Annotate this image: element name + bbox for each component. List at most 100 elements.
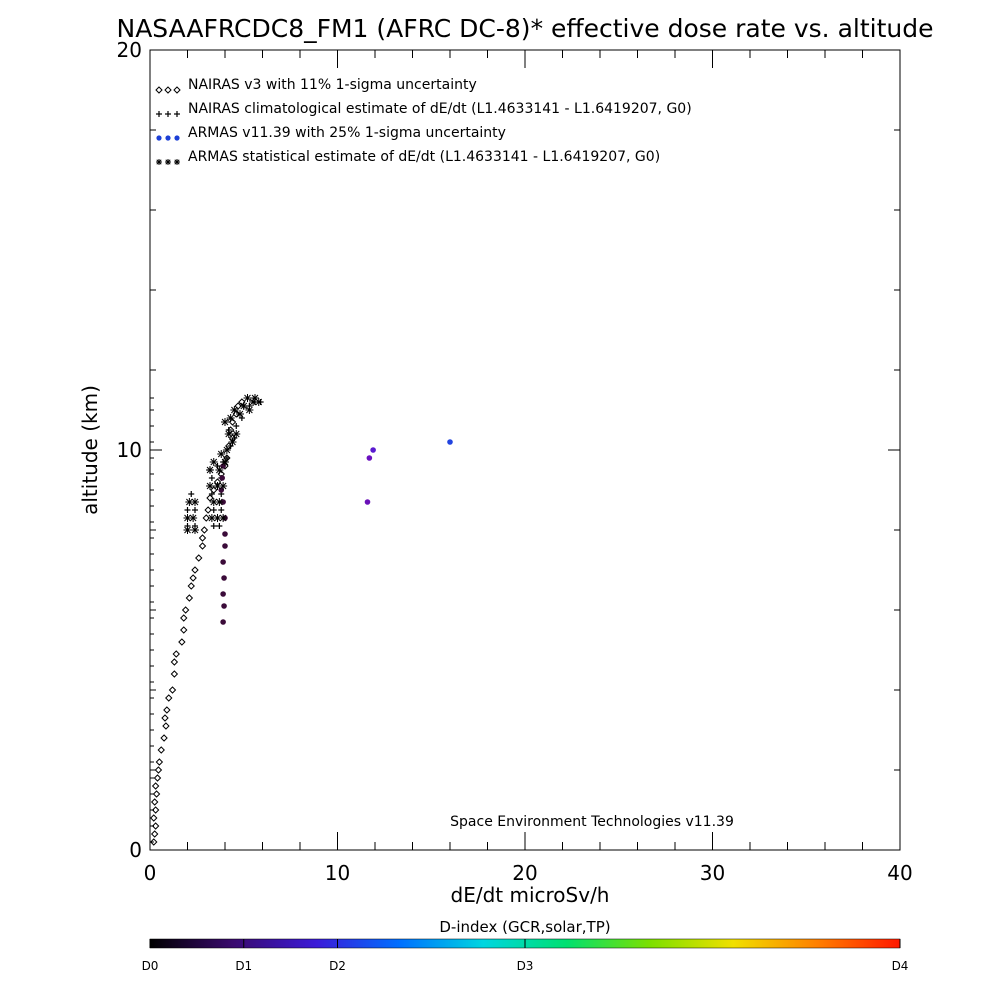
data-point-diamond [170,658,179,666]
data-point-plus [174,111,180,117]
data-point-diamond [151,806,160,814]
legend-item: NAIRAS v3 with 11% 1-sigma uncertainty [155,77,477,94]
data-point-asterisk [219,514,228,522]
legend-label: ARMAS v11.39 with 25% 1-sigma uncertaint… [188,125,506,141]
data-point-diamond [164,86,172,94]
data-point-plus [208,491,215,497]
x-axis-ticks: 0 10 20 30 40 [144,50,913,885]
data-point-asterisk [209,458,218,466]
series-layer [150,394,453,846]
data-point-asterisk [230,406,239,414]
data-point-diamond [187,582,195,590]
data-point-dot [220,559,226,565]
data-point-diamond [202,514,210,522]
data-point-diamond [210,486,218,494]
data-point-dot [156,135,162,141]
data-point-asterisk [224,430,233,438]
data-point-diamond [154,766,163,774]
data-point-asterisk [251,394,259,402]
data-point-diamond [152,790,161,798]
data-point-diamond [234,402,242,410]
x-tick-label: 20 [512,861,537,885]
data-point-diamond [163,706,171,714]
x-tick-label: 30 [700,861,725,885]
series-tick [150,397,154,843]
data-point-diamond [172,650,180,658]
x-axis-title: dE/dt microSv/h [451,883,610,907]
x-tick-label: 10 [325,861,350,885]
data-point-plus [192,507,198,513]
y-axis-ticks: 0 10 20 [117,38,900,862]
data-point-dot [221,575,227,581]
data-point-plus [208,475,215,481]
legend-item: ARMAS v11.39 with 25% 1-sigma uncertaint… [156,125,506,141]
data-point-asterisk [183,514,192,522]
data-point-plus [210,507,217,513]
series-asterisk [183,394,263,534]
data-point-diamond [150,814,158,822]
data-point-asterisk [217,450,226,458]
data-point-asterisk [219,482,228,490]
data-point-asterisk [206,482,214,490]
data-point-dot [219,475,225,481]
data-point-diamond [195,554,203,562]
data-point-dot [222,531,228,537]
data-point-dot [366,455,373,461]
data-point-asterisk [228,438,237,446]
data-point-dot [221,603,227,609]
data-point-diamond [155,86,163,94]
data-point-diamond [181,606,190,614]
legend-label: ARMAS statistical estimate of dE/dt (L1.… [188,149,660,165]
series-diamond [150,398,246,846]
data-point-diamond [162,722,170,730]
data-point-diamond [189,574,197,582]
colorbar-tick-label: D1 [235,959,252,973]
data-point-diamond [185,594,194,602]
data-point-diamond [150,830,159,838]
data-point-plus [165,111,171,117]
data-point-diamond [165,694,173,702]
colorbar-title: D-index (GCR,solar,TP) [439,918,610,936]
data-point-asterisk [213,482,222,490]
data-point-diamond [198,542,207,550]
data-point-dot [222,543,228,549]
data-point-plus [218,507,225,513]
data-point-plus [216,523,223,529]
colorbar-tick-label: D2 [329,959,346,973]
data-point-diamond [157,746,165,754]
data-point-asterisk [156,159,162,165]
data-point-diamond [150,838,158,846]
data-point-diamond [238,398,246,406]
data-point-diamond [173,86,181,94]
data-point-plus [188,491,195,497]
data-point-asterisk [236,410,244,418]
data-point-dot [220,619,226,625]
data-point-diamond [191,566,199,574]
data-point-diamond [151,782,160,790]
data-point-asterisk [165,159,171,165]
data-point-asterisk [215,498,224,506]
y-tick-label: 0 [129,838,142,862]
data-point-diamond [200,526,209,534]
data-point-diamond [150,798,159,806]
data-point-diamond [180,614,188,622]
data-point-dot [174,135,180,141]
data-point-dot [370,447,376,453]
data-point-diamond [155,758,164,766]
data-point-asterisk [221,458,229,466]
data-point-dot [165,135,171,141]
data-point-diamond [168,686,177,694]
data-point-asterisk [215,466,224,474]
data-point-dot [447,439,453,445]
data-point-diamond [178,638,186,646]
colorbar-tick-label: D3 [517,959,534,973]
data-point-asterisk [245,406,254,414]
data-point-diamond [153,774,162,782]
data-point-diamond [180,626,188,634]
data-point-diamond [204,506,212,514]
data-point-asterisk [206,466,214,474]
data-point-asterisk [226,414,235,422]
data-point-diamond [170,670,179,678]
data-point-plus [210,523,217,529]
